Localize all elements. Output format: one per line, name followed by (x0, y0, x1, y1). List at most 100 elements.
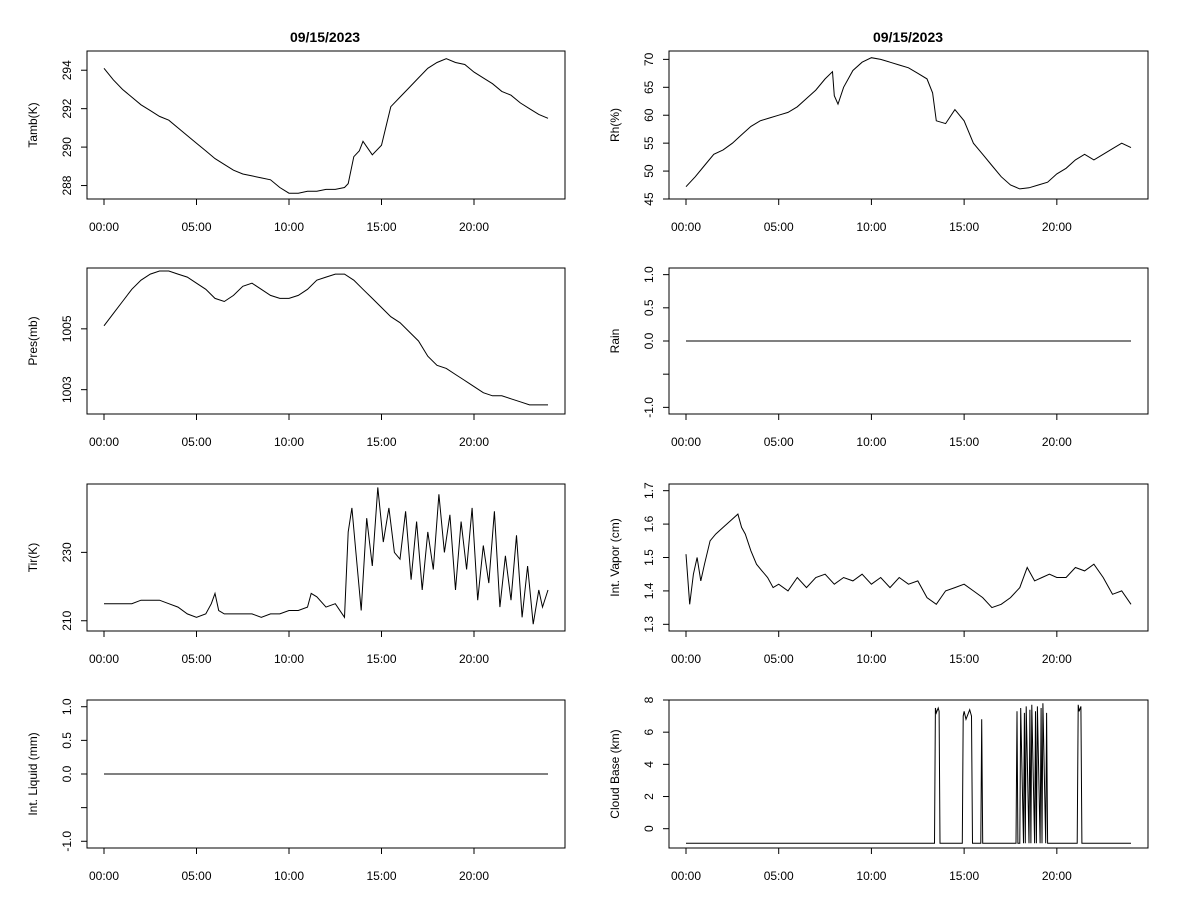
rh-y-tick-label: 60 (642, 108, 656, 122)
rain-y-tick-label: 0.0 (642, 332, 656, 349)
tir-x-tick-label: 20:00 (459, 652, 489, 666)
cloud-y-tick-label: 2 (642, 793, 656, 800)
vapor-x-tick-label: 05:00 (764, 652, 794, 666)
pres-y-axis-label: Pres(mb) (26, 316, 40, 365)
tamb-x-tick-label: 15:00 (366, 220, 396, 234)
rain-x-tick-label: 20:00 (1042, 435, 1072, 449)
rh-frame (668, 50, 1149, 200)
cloud-x-tick-label: 00:00 (671, 869, 701, 883)
tamb-y-tick-label: 294 (60, 60, 74, 80)
tamb-x-tick-label: 00:00 (89, 220, 119, 234)
panel-rain: 00:00 05:00 10:00 15:00 20:00 -1.0 0.0 0.5 1.0 Ra… (608, 266, 1149, 449)
cloud-x-tick-label: 05:00 (764, 869, 794, 883)
rh-y-tick-label: 55 (642, 136, 656, 150)
liquid-y-tick-label: -1.0 (60, 831, 74, 852)
rh-y-tick-label: 45 (642, 192, 656, 206)
pres-x-tick-label: 10:00 (274, 435, 304, 449)
vapor-y-tick-label: 1.7 (642, 482, 656, 499)
rh-x-tick-label: 00:00 (671, 220, 701, 234)
rh-y-tick-label: 50 (642, 164, 656, 178)
panel-vapor: 00:00 05:00 10:00 15:00 20:00 1.3 1.4 1.5 1.6 1.7… (608, 482, 1149, 666)
vapor-y-axis-label: Int. Vapor (cm) (608, 518, 622, 596)
tir-x-tick-label: 10:00 (274, 652, 304, 666)
plot-title-left: 09/15/2023 (290, 29, 360, 45)
rain-x-tick-label: 15:00 (949, 435, 979, 449)
rh-x-tick-label: 15:00 (949, 220, 979, 234)
rain-y-tick-label: 1.0 (642, 266, 656, 283)
vapor-series-line (685, 513, 1132, 609)
rh-y-axis-label: Rh(%) (608, 108, 622, 142)
rh-series-line (685, 57, 1132, 190)
tir-x-tick-label: 15:00 (366, 652, 396, 666)
pres-x-tick-label: 05:00 (181, 435, 211, 449)
tamb-frame (86, 50, 566, 200)
panel-tir: 00:00 05:00 10:00 15:00 20:00 210 230 Tir(K) (26, 483, 566, 666)
tir-frame (86, 483, 566, 632)
tamb-y-tick-label: 288 (60, 175, 74, 195)
tamb-y-tick-label: 292 (60, 98, 74, 118)
tir-y-tick-label: 230 (60, 542, 74, 562)
tir-x-tick-label: 00:00 (89, 652, 119, 666)
rh-x-tick-label: 05:00 (764, 220, 794, 234)
pres-y-tick-label: 1003 (60, 376, 74, 403)
vapor-x-tick-label: 00:00 (671, 652, 701, 666)
liquid-y-tick-label: 0.0 (60, 765, 74, 782)
rain-y-tick-label: -1.0 (642, 397, 656, 418)
liquid-y-tick-label: 0.5 (60, 732, 74, 749)
cloud-y-tick-label: 4 (642, 761, 656, 768)
tir-x-tick-label: 05:00 (181, 652, 211, 666)
tamb-series-line (103, 58, 549, 194)
pres-frame (86, 267, 566, 415)
rain-y-tick-label: 0.5 (642, 299, 656, 316)
cloud-x-tick-label: 15:00 (949, 869, 979, 883)
pres-y-tick-label: 1005 (60, 315, 74, 342)
vapor-x-tick-label: 20:00 (1042, 652, 1072, 666)
rain-x-tick-label: 10:00 (856, 435, 886, 449)
tir-y-axis-label: Tir(K) (26, 543, 40, 573)
tamb-x-tick-label: 05:00 (181, 220, 211, 234)
tamb-x-tick-label: 10:00 (274, 220, 304, 234)
liquid-x-tick-label: 05:00 (181, 869, 211, 883)
tamb-y-tick-label: 290 (60, 137, 74, 157)
cloud-y-tick-label: 0 (642, 825, 656, 832)
panel-liquid: 00:00 05:00 10:00 15:00 20:00 -1.0 0.0 0.5 1.0 In… (26, 698, 566, 883)
panel-cloud: 00:00 05:00 10:00 15:00 20:00 0 2 4 6 8 Cloud Base… (608, 696, 1149, 883)
pres-x-tick-label: 20:00 (459, 435, 489, 449)
rh-x-tick-label: 10:00 (856, 220, 886, 234)
pres-x-tick-label: 00:00 (89, 435, 119, 449)
liquid-x-tick-label: 15:00 (366, 869, 396, 883)
cloud-y-tick-label: 6 (642, 729, 656, 736)
vapor-frame (668, 483, 1149, 632)
liquid-y-tick-label: 1.0 (60, 698, 74, 715)
rain-x-tick-label: 00:00 (671, 435, 701, 449)
vapor-y-tick-label: 1.4 (642, 582, 656, 599)
rh-y-tick-label: 65 (642, 80, 656, 94)
tir-series-line (104, 487, 549, 625)
cloud-series-line (686, 703, 1131, 844)
vapor-y-tick-label: 1.3 (642, 616, 656, 633)
cloud-x-tick-label: 20:00 (1042, 869, 1072, 883)
cloud-y-tick-label: 8 (642, 696, 656, 703)
pres-x-tick-label: 15:00 (366, 435, 396, 449)
panel-rh: 00:00 05:00 10:00 15:00 20:00 45 50 55 60 65 70 Rh(… (608, 50, 1149, 234)
rh-x-tick-label: 20:00 (1042, 220, 1072, 234)
liquid-x-tick-label: 10:00 (274, 869, 304, 883)
liquid-y-axis-label: Int. Liquid (mm) (26, 732, 40, 815)
cloud-x-tick-label: 10:00 (856, 869, 886, 883)
panel-pres: 00:00 05:00 10:00 15:00 20:00 1003 1005 Pres(mb… (26, 267, 566, 449)
cloud-frame (668, 699, 1149, 849)
tir-y-tick-label: 210 (60, 610, 74, 630)
vapor-y-tick-label: 1.5 (642, 549, 656, 566)
tamb-y-axis-label: Tamb(K) (26, 102, 40, 147)
panel-tamb: 00:00 05:00 10:00 15:00 20:00 288 290 292 294 Tam… (26, 50, 566, 234)
liquid-x-tick-label: 20:00 (459, 869, 489, 883)
pres-series-line (103, 270, 548, 406)
vapor-x-tick-label: 10:00 (856, 652, 886, 666)
tamb-x-tick-label: 20:00 (459, 220, 489, 234)
rain-x-tick-label: 05:00 (764, 435, 794, 449)
rh-y-tick-label: 70 (642, 52, 656, 66)
rain-y-axis-label: Rain (608, 329, 622, 354)
vapor-y-tick-label: 1.6 (642, 515, 656, 532)
vapor-x-tick-label: 15:00 (949, 652, 979, 666)
